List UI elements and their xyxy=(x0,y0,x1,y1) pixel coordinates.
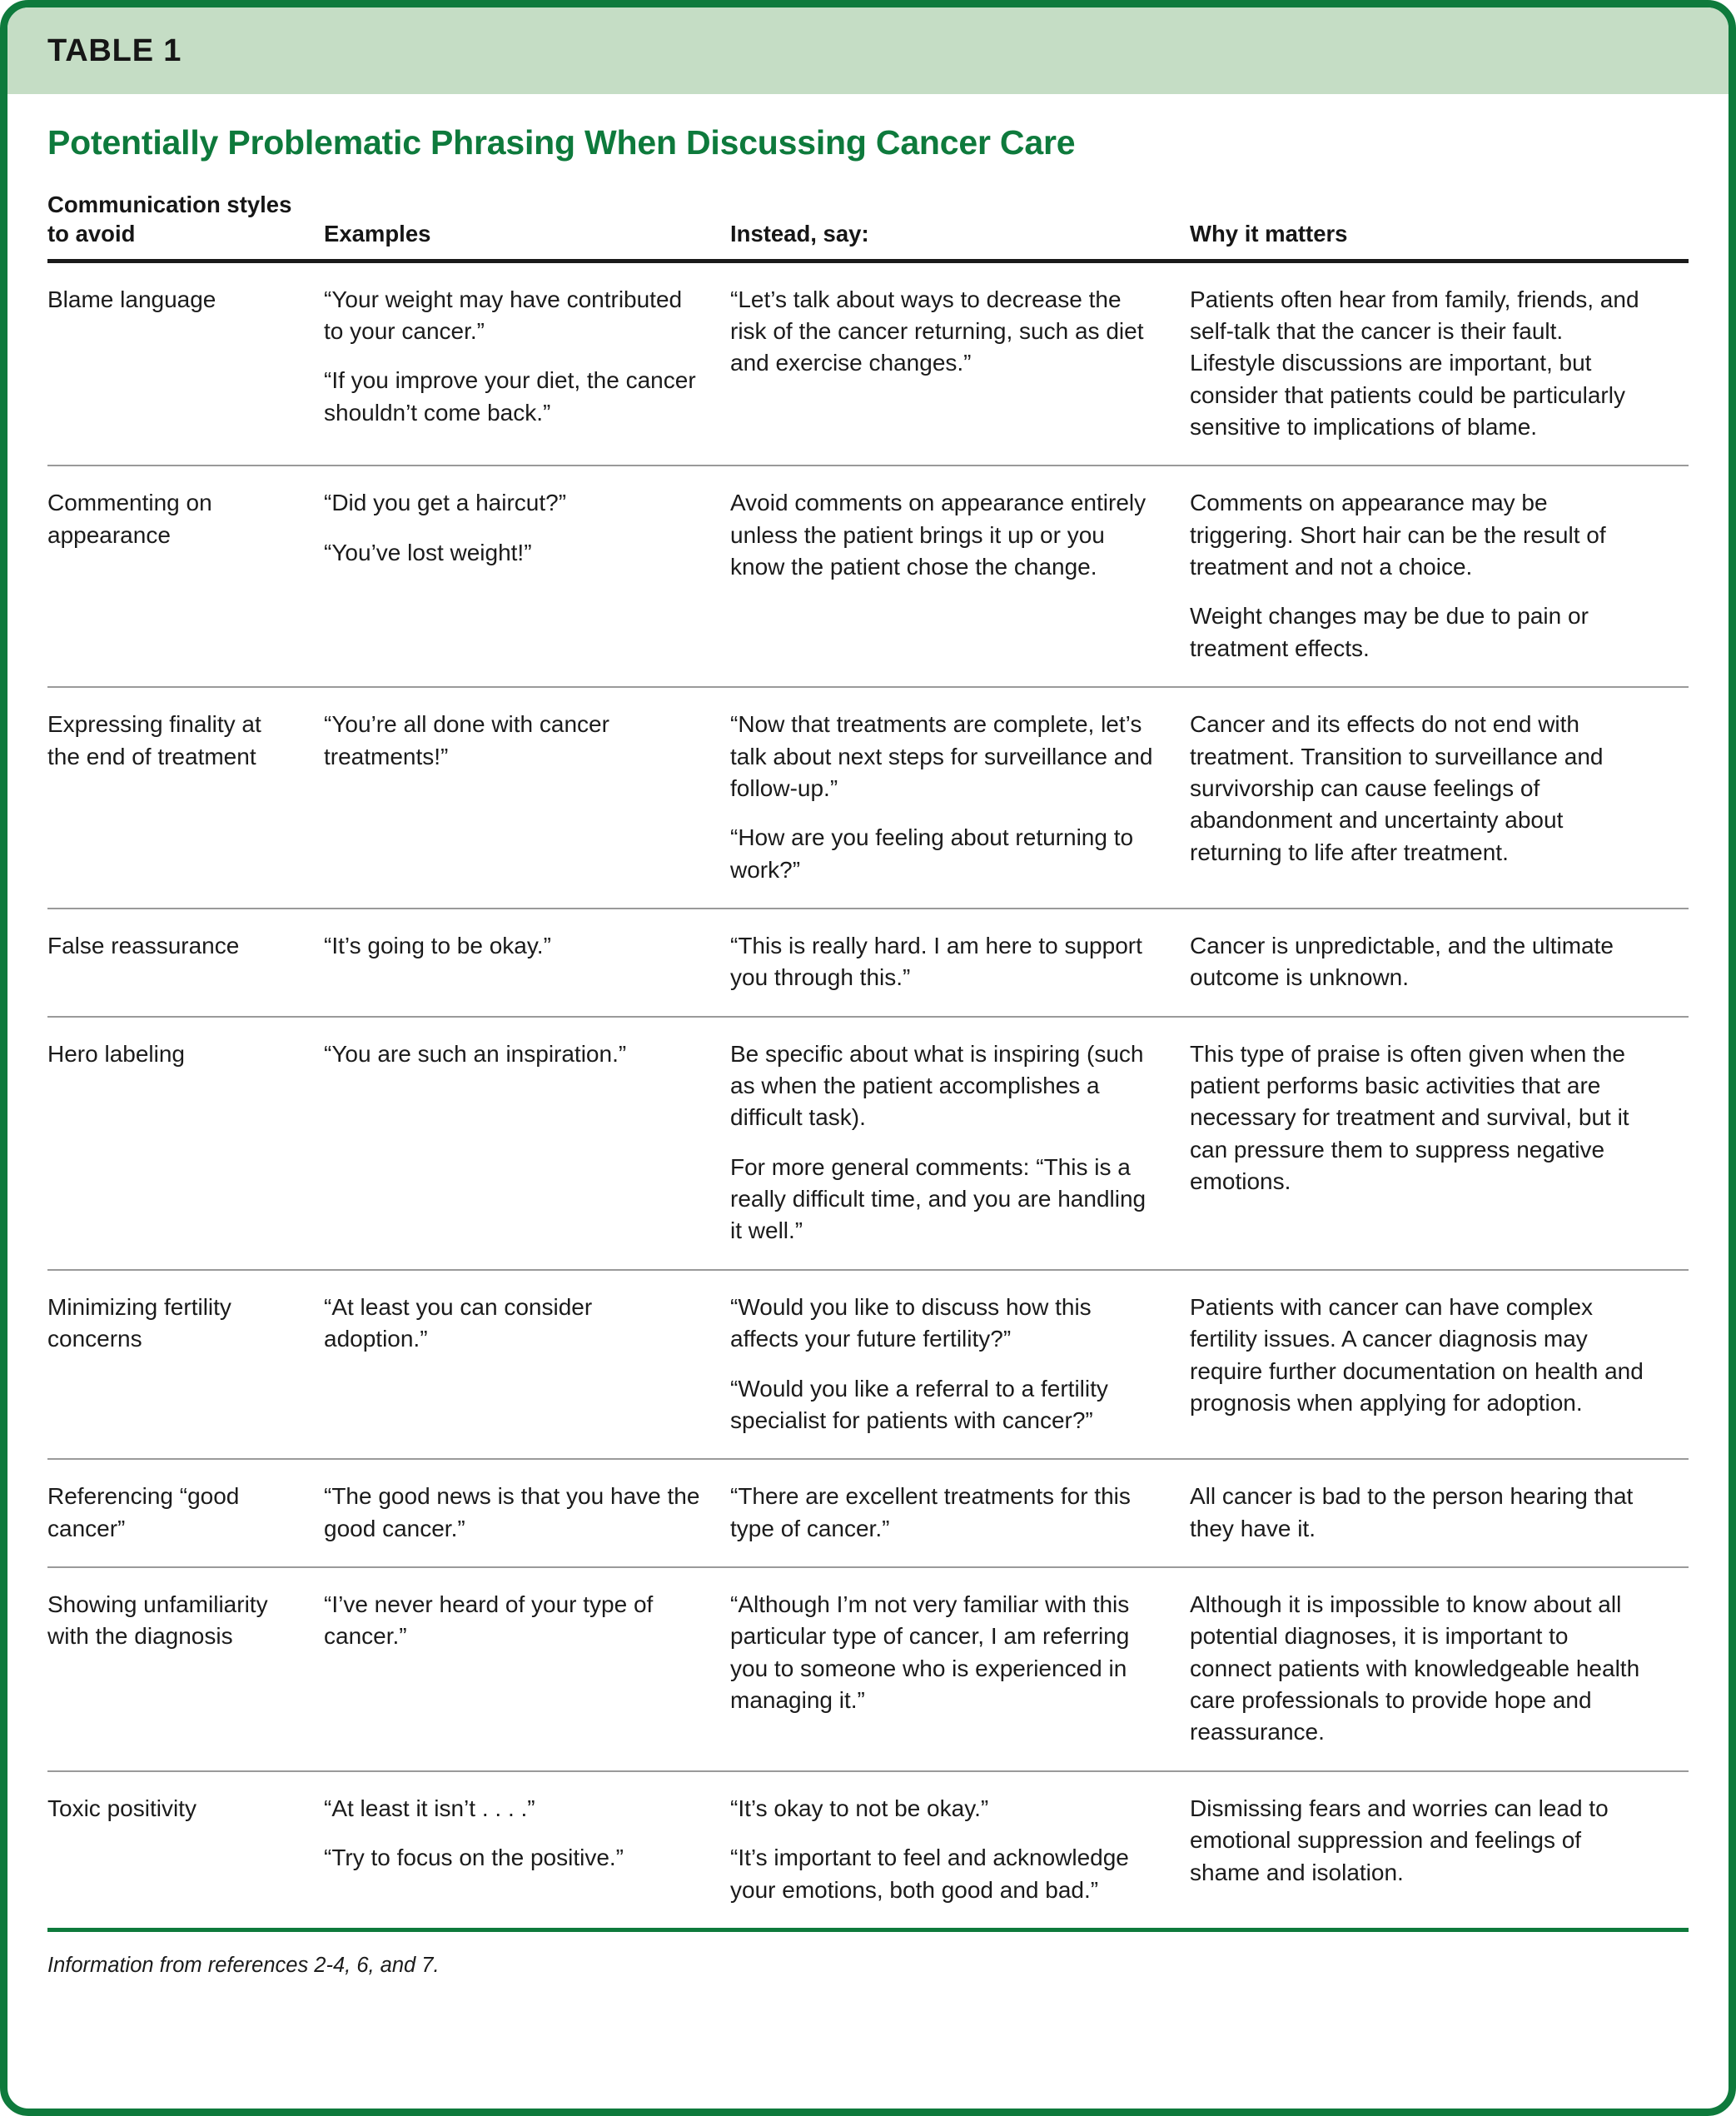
cell-examples: “It’s going to be okay.” xyxy=(324,930,730,994)
table-row: False reassurance “It’s going to be okay.… xyxy=(47,909,1689,1018)
cell-paragraph: Dismissing fears and worries can lead to… xyxy=(1190,1795,1609,1885)
table-row: Blame language “Your weight may have cont… xyxy=(47,263,1689,467)
table-title-container: Potentially Problematic Phrasing When Di… xyxy=(7,94,1729,170)
table-row: Showing unfamiliarity with the diagnosis… xyxy=(47,1568,1689,1772)
cell-communication-style: Hero labeling xyxy=(47,1040,185,1067)
cell-paragraph: “If you improve your diet, the cancer sh… xyxy=(324,367,696,426)
cell-communication-style: Referencing “good cancer” xyxy=(47,1483,240,1541)
cell-why-it-matters: Dismissing fears and worries can lead to… xyxy=(1190,1793,1673,1906)
cell-paragraph: “You’re all done with cancer treatments!… xyxy=(324,711,609,769)
cell-examples: “At least it isn’t . . . .” “Try to focus… xyxy=(324,1793,730,1906)
cell-paragraph: “At least it isn’t . . . .” xyxy=(324,1795,535,1821)
cell-paragraph: Be specific about what is inspiring (suc… xyxy=(730,1040,1144,1131)
column-header-instead-say: Instead, say: xyxy=(730,221,869,247)
column-header-communication-styles: Communication styles to avoid xyxy=(47,192,292,247)
cell-paragraph: “Would you like a referral to a fertilit… xyxy=(730,1375,1108,1433)
cell-communication-style: Toxic positivity xyxy=(47,1795,196,1821)
cell-why-it-matters: Cancer and its effects do not end with t… xyxy=(1190,709,1673,886)
cell-paragraph: “Would you like to discuss how this affe… xyxy=(730,1293,1092,1352)
cell-paragraph: “How are you feeling about returning to … xyxy=(730,824,1134,883)
table-row: Minimizing fertility concerns “At least y… xyxy=(47,1271,1689,1461)
cell-communication-style: Commenting on appearance xyxy=(47,490,212,548)
cell-instead-say: “Although I’m not very familiar with thi… xyxy=(730,1589,1190,1749)
table-body: Blame language “Your weight may have cont… xyxy=(47,263,1689,1932)
cell-examples: “Did you get a haircut?” “You’ve lost wei… xyxy=(324,487,730,665)
cell-why-it-matters: Patients with cancer can have complex fe… xyxy=(1190,1292,1673,1436)
table-row: Commenting on appearance “Did you get a h… xyxy=(47,466,1689,689)
cell-paragraph: “You are such an inspiration.” xyxy=(324,1040,627,1067)
cell-paragraph: This type of praise is often given when … xyxy=(1190,1040,1629,1195)
footer-source-note: Information from references 2-4, 6, and … xyxy=(47,1953,440,1977)
cell-paragraph: “The good news is that you have the good… xyxy=(324,1483,700,1541)
cell-instead-say: “Would you like to discuss how this affe… xyxy=(730,1292,1190,1436)
cell-paragraph: Avoid comments on appearance entirely un… xyxy=(730,490,1147,580)
cell-why-it-matters: All cancer is bad to the person hearing … xyxy=(1190,1481,1673,1545)
table-grid: Communication styles to avoid Examples I… xyxy=(7,170,1729,1932)
column-header-why-it-matters: Why it matters xyxy=(1190,221,1348,247)
cell-instead-say: Avoid comments on appearance entirely un… xyxy=(730,487,1190,665)
cell-paragraph: “Your weight may have contributed to you… xyxy=(324,286,683,344)
cell-instead-say: Be specific about what is inspiring (suc… xyxy=(730,1038,1190,1247)
cell-why-it-matters: Comments on appearance may be triggering… xyxy=(1190,487,1673,665)
cell-paragraph: All cancer is bad to the person hearing … xyxy=(1190,1483,1634,1541)
table-header-banner: TABLE 1 xyxy=(7,7,1729,94)
cell-paragraph: Cancer and its effects do not end with t… xyxy=(1190,711,1604,865)
cell-paragraph: “Although I’m not very familiar with thi… xyxy=(730,1591,1130,1714)
cell-paragraph: “There are excellent treatments for this… xyxy=(730,1483,1131,1541)
cell-examples: “You’re all done with cancer treatments!… xyxy=(324,709,730,886)
cell-paragraph: “It’s important to feel and acknowledge … xyxy=(730,1845,1129,1903)
cell-paragraph: Cancer is unpredictable, and the ultimat… xyxy=(1190,932,1614,991)
cell-paragraph: “Try to focus on the positive.” xyxy=(324,1845,624,1871)
cell-examples: “You are such an inspiration.” xyxy=(324,1038,730,1247)
table-number-label: TABLE 1 xyxy=(47,32,182,68)
table-row: Toxic positivity “At least it isn’t . . .… xyxy=(47,1772,1689,1932)
cell-communication-style: False reassurance xyxy=(47,932,240,958)
table-title: Potentially Problematic Phrasing When Di… xyxy=(47,123,1076,162)
table-footer: Information from references 2-4, 6, and … xyxy=(7,1932,1729,1978)
cell-paragraph: Weight changes may be due to pain or tre… xyxy=(1190,603,1589,661)
cell-examples: “I’ve never heard of your type of cancer… xyxy=(324,1589,730,1749)
cell-examples: “At least you can consider adoption.” xyxy=(324,1292,730,1436)
cell-paragraph: For more general comments: “This is a re… xyxy=(730,1153,1147,1244)
table-row: Referencing “good cancer” “The good news … xyxy=(47,1460,1689,1568)
table-header-row: Communication styles to avoid Examples I… xyxy=(47,170,1689,263)
cell-paragraph: “You’ve lost weight!” xyxy=(324,539,532,565)
cell-paragraph: “Now that treatments are complete, let’s… xyxy=(730,711,1153,801)
cell-paragraph: “I’ve never heard of your type of cancer… xyxy=(324,1591,654,1650)
cell-instead-say: “It’s okay to not be okay.” “It’s importa… xyxy=(730,1793,1190,1906)
cell-paragraph: Although it is impossible to know about … xyxy=(1190,1591,1640,1745)
cell-instead-say: “There are excellent treatments for this… xyxy=(730,1481,1190,1545)
cell-instead-say: “Now that treatments are complete, let’s… xyxy=(730,709,1190,886)
table-row: Hero labeling “You are such an inspiratio… xyxy=(47,1018,1689,1271)
table-row: Expressing finality at the end of treatm… xyxy=(47,688,1689,909)
cell-paragraph: Comments on appearance may be triggering… xyxy=(1190,490,1606,580)
cell-examples: “The good news is that you have the good… xyxy=(324,1481,730,1545)
cell-communication-style: Blame language xyxy=(47,286,216,312)
cell-examples: “Your weight may have contributed to you… xyxy=(324,284,730,444)
cell-why-it-matters: Although it is impossible to know about … xyxy=(1190,1589,1673,1749)
cell-why-it-matters: Cancer is unpredictable, and the ultimat… xyxy=(1190,930,1673,994)
cell-paragraph: “Did you get a haircut?” xyxy=(324,490,567,516)
cell-paragraph: “Let’s talk about ways to decrease the r… xyxy=(730,286,1144,376)
cell-paragraph: Patients often hear from family, friends… xyxy=(1190,286,1639,440)
cell-paragraph: Patients with cancer can have complex fe… xyxy=(1190,1293,1644,1416)
cell-paragraph: “It’s going to be okay.” xyxy=(324,932,551,958)
cell-instead-say: “Let’s talk about ways to decrease the r… xyxy=(730,284,1190,444)
column-header-examples: Examples xyxy=(324,221,431,247)
cell-communication-style: Expressing finality at the end of treatm… xyxy=(47,711,261,769)
cell-communication-style: Minimizing fertility concerns xyxy=(47,1293,231,1352)
cell-why-it-matters: This type of praise is often given when … xyxy=(1190,1038,1673,1247)
cell-paragraph: “This is really hard. I am here to suppo… xyxy=(730,932,1142,991)
cell-paragraph: “At least you can consider adoption.” xyxy=(324,1293,593,1352)
cell-communication-style: Showing unfamiliarity with the diagnosis xyxy=(47,1591,268,1650)
cell-instead-say: “This is really hard. I am here to suppo… xyxy=(730,930,1190,994)
cell-why-it-matters: Patients often hear from family, friends… xyxy=(1190,284,1673,444)
cell-paragraph: “It’s okay to not be okay.” xyxy=(730,1795,989,1821)
